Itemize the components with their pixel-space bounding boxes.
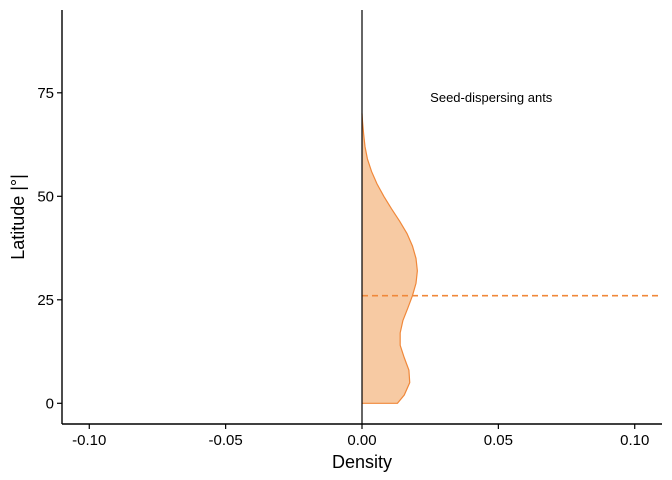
x-tick-label: -0.10 (72, 432, 106, 449)
density-outline (361, 113, 418, 404)
x-tick-label: 0.00 (347, 432, 376, 449)
y-tick-label: 50 (37, 188, 54, 205)
plot-area (361, 10, 662, 424)
y-tick-label: 75 (37, 85, 54, 102)
x-tick-label: 0.10 (620, 432, 649, 449)
y-axis-title: Latitude |°| (8, 174, 28, 260)
y-tick-label: 25 (37, 292, 54, 309)
x-tick-label: -0.05 (209, 432, 243, 449)
y-tick-label: 0 (46, 395, 54, 412)
ticks: -0.10 -0.05 0.00 0.05 0.10 0 25 50 75 (37, 85, 649, 449)
density-area (362, 113, 418, 404)
x-tick-label: 0.05 (484, 432, 513, 449)
annotation-label: Seed-dispersing ants (430, 90, 553, 105)
x-axis-title: Density (332, 452, 392, 472)
